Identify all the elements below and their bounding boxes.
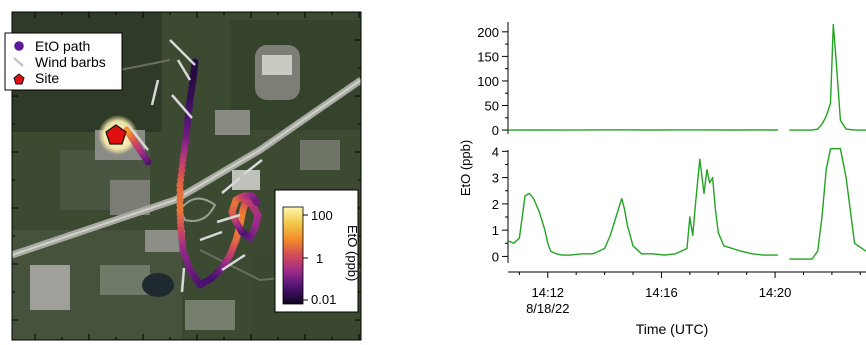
- y-tick-label: 150: [477, 49, 499, 64]
- x-axis: 14:128/18/22 14:16 14:20: [508, 271, 866, 316]
- eto-path-point: [176, 191, 184, 199]
- upper-panel: 0 50 100 150 200: [477, 22, 866, 138]
- y-tick-label: 4: [492, 144, 499, 159]
- wind-barb: [199, 230, 223, 242]
- colorbar-label: EtO (ppb): [345, 225, 360, 281]
- time-series-chart: 0 50 100 150 200 0 1 2 3 4 14:128/18/22 14:16 14:2…: [458, 22, 866, 337]
- eto-path-point: [176, 196, 184, 204]
- map-legend: EtO path Wind barbs Site: [4, 32, 123, 91]
- series-line: [507, 158, 778, 256]
- colorbar-gradient: [282, 206, 304, 305]
- legend-marker-site: [13, 73, 25, 85]
- wind-barbs: [127, 39, 263, 293]
- y-tick-label: 2: [492, 197, 499, 212]
- y-tick-label: 3: [492, 171, 499, 186]
- y-axis-label: EtO (ppb): [458, 140, 473, 196]
- legend-marker-wind-barbs: [13, 57, 24, 67]
- legend-label-wind-barbs: Wind barbs: [35, 54, 106, 70]
- legend-box: [4, 32, 123, 91]
- colorbar-tick-label: 0.01: [311, 292, 336, 307]
- eto-path-point: [176, 181, 184, 189]
- colorbar: 100 1 0.01 EtO (ppb): [274, 189, 360, 313]
- y-tick-label: 0: [492, 249, 499, 264]
- eto-path-point: [253, 198, 261, 206]
- eto-path-point: [176, 186, 184, 194]
- legend-marker-eto-path: [14, 41, 24, 51]
- eto-path: [123, 58, 262, 289]
- lower-panel: 0 1 2 3 4: [492, 144, 866, 264]
- y-tick-label: 50: [485, 99, 499, 114]
- wind-barb: [169, 39, 196, 66]
- map-frame: [11, 11, 362, 341]
- x-axis-label: Time (UTC): [636, 321, 709, 337]
- colorbar-tick-label: 100: [311, 208, 333, 223]
- y-tick-label: 100: [477, 74, 499, 89]
- x-tick-label: 14:12: [532, 285, 565, 300]
- legend-label-site: Site: [35, 70, 59, 86]
- y-tick-label: 0: [492, 123, 499, 138]
- wind-barb: [216, 213, 241, 224]
- wind-barb: [171, 94, 193, 119]
- wind-barb: [243, 159, 263, 175]
- series-line: [789, 23, 866, 131]
- wind-barb: [221, 253, 246, 272]
- x-tick-sublabel: 8/18/22: [526, 301, 569, 316]
- wind-barb: [176, 59, 192, 81]
- map-ticks: [12, 12, 361, 340]
- colorbar-tick-label: 1: [316, 251, 323, 266]
- site-marker: [105, 124, 127, 145]
- y-tick-label: 200: [477, 25, 499, 40]
- x-tick-label: 14:20: [759, 285, 792, 300]
- y-tick-label: 1: [492, 223, 499, 238]
- wind-barb: [150, 79, 160, 106]
- wind-barb: [180, 267, 186, 293]
- eto-path-point: [176, 201, 184, 209]
- x-tick-label: 14:16: [645, 285, 678, 300]
- wind-barb: [221, 177, 241, 194]
- wind-barb: [127, 124, 149, 151]
- map-panel: EtO path Wind barbs Site 100 1 0.01 EtO …: [4, 11, 362, 341]
- series-line: [789, 147, 866, 260]
- legend-label-eto-path: EtO path: [35, 38, 90, 54]
